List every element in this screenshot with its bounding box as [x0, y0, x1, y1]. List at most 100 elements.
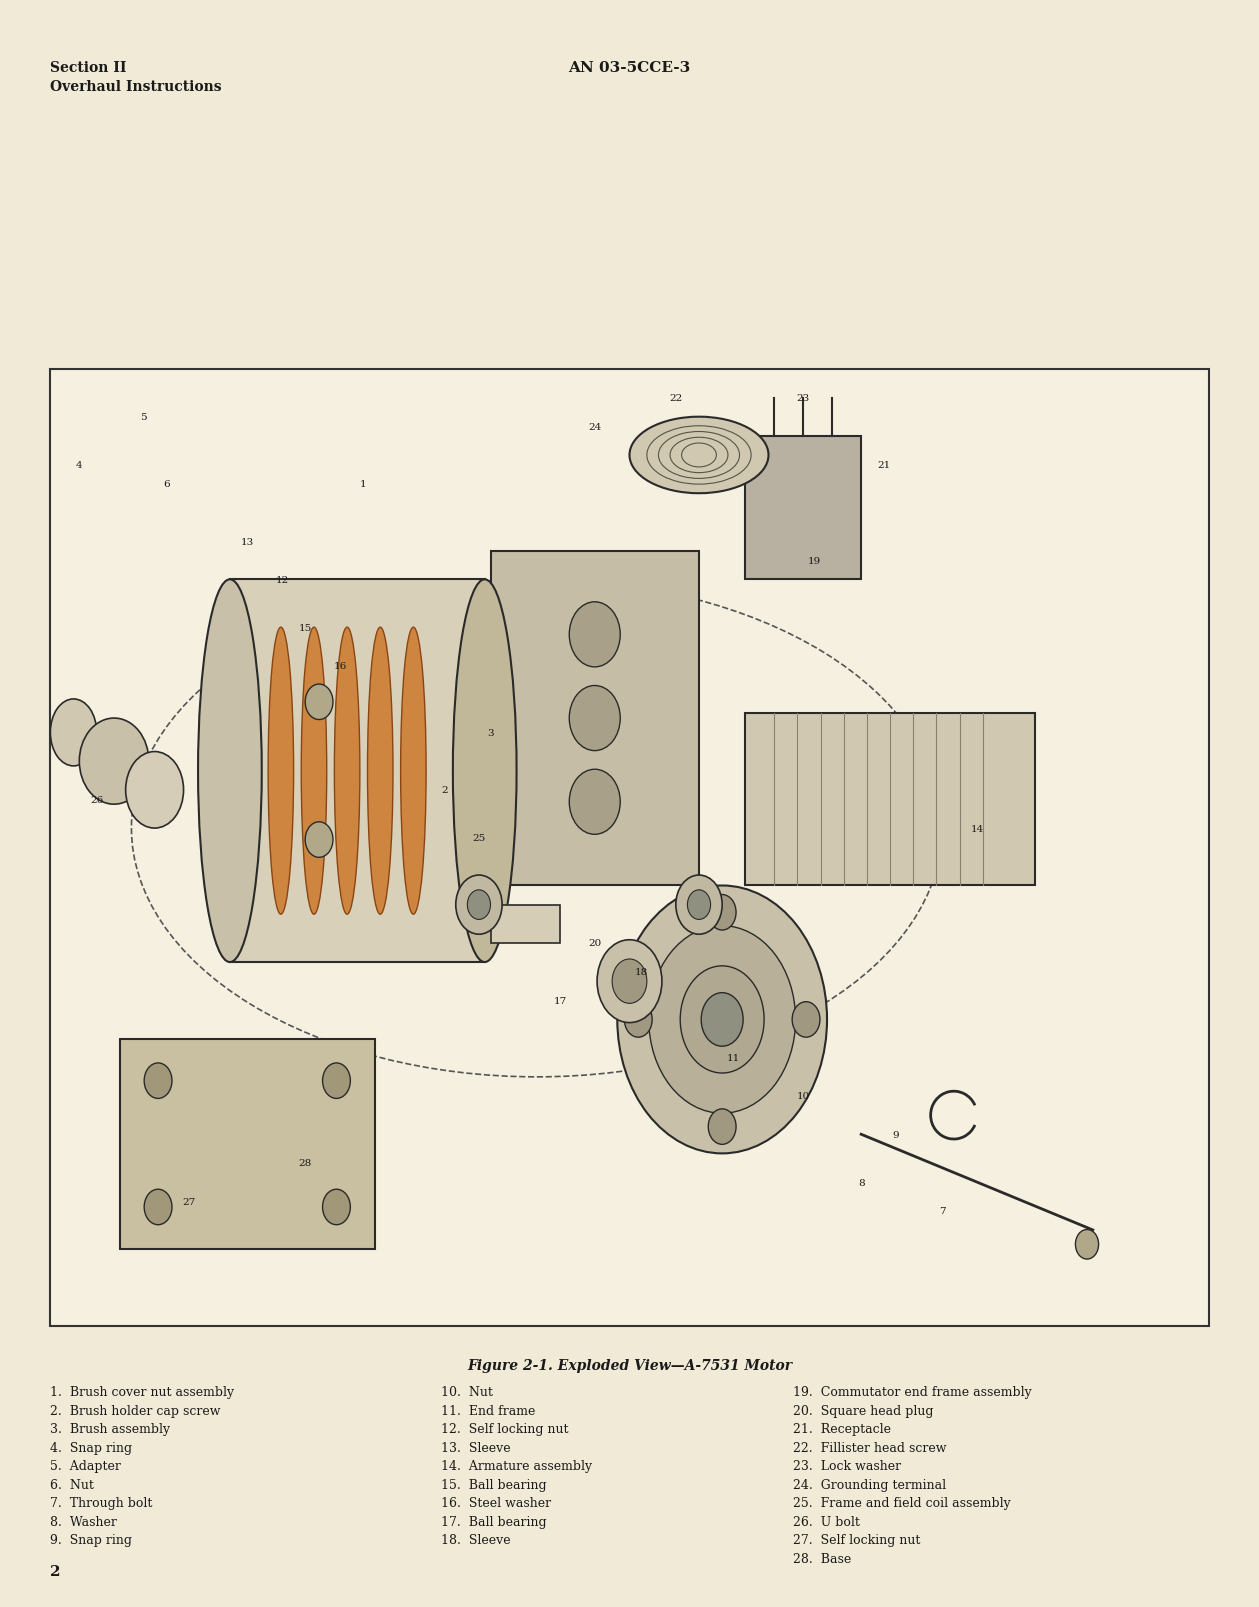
Text: 28.  Base: 28. Base — [793, 1552, 851, 1565]
Circle shape — [145, 1189, 172, 1225]
Text: 7.  Through bolt: 7. Through bolt — [50, 1496, 152, 1509]
Ellipse shape — [301, 628, 327, 914]
Text: 2.  Brush holder cap screw: 2. Brush holder cap screw — [50, 1405, 220, 1417]
Circle shape — [569, 603, 621, 667]
Text: Figure 2-1. Exploded View—A-7531 Motor: Figure 2-1. Exploded View—A-7531 Motor — [467, 1358, 792, 1372]
Text: 9.  Snap ring: 9. Snap ring — [50, 1533, 132, 1546]
Text: 25.  Frame and field coil assembly: 25. Frame and field coil assembly — [793, 1496, 1011, 1509]
Text: 12.  Self locking nut: 12. Self locking nut — [441, 1422, 568, 1435]
Text: AN 03-5CCE-3: AN 03-5CCE-3 — [568, 61, 691, 76]
Text: 2: 2 — [50, 1564, 60, 1578]
Text: 8: 8 — [857, 1178, 865, 1188]
Circle shape — [612, 959, 647, 1004]
Text: 7: 7 — [939, 1207, 946, 1215]
Bar — [50, 370, 1209, 1326]
Bar — [491, 551, 699, 885]
Circle shape — [322, 1189, 350, 1225]
Text: 27: 27 — [183, 1197, 196, 1205]
Ellipse shape — [368, 628, 393, 914]
Text: 23: 23 — [797, 394, 810, 403]
Text: 14: 14 — [971, 824, 983, 832]
Circle shape — [676, 876, 723, 935]
Text: 20.  Square head plug: 20. Square head plug — [793, 1405, 934, 1417]
Ellipse shape — [630, 418, 768, 493]
Circle shape — [569, 686, 621, 750]
Bar — [745, 714, 1035, 885]
Circle shape — [305, 823, 332, 858]
Text: 17: 17 — [554, 996, 567, 1004]
Text: 1: 1 — [360, 480, 366, 489]
Text: Section II: Section II — [50, 61, 127, 76]
Text: 21.  Receptacle: 21. Receptacle — [793, 1422, 891, 1435]
Ellipse shape — [126, 752, 184, 829]
Text: 8.  Washer: 8. Washer — [50, 1514, 117, 1528]
Circle shape — [305, 685, 332, 720]
Text: 26.  U bolt: 26. U bolt — [793, 1514, 860, 1528]
Text: 13: 13 — [240, 537, 254, 546]
Text: 10.  Nut: 10. Nut — [441, 1385, 492, 1398]
Circle shape — [709, 1109, 737, 1144]
Text: 6: 6 — [162, 480, 170, 489]
Circle shape — [617, 885, 827, 1154]
Text: 1.  Brush cover nut assembly: 1. Brush cover nut assembly — [50, 1385, 234, 1398]
Text: 23.  Lock washer: 23. Lock washer — [793, 1459, 901, 1472]
Circle shape — [701, 993, 743, 1046]
Text: 12: 12 — [276, 575, 288, 585]
Text: 17.  Ball bearing: 17. Ball bearing — [441, 1514, 546, 1528]
Bar — [230, 580, 485, 963]
Circle shape — [624, 1003, 652, 1038]
Circle shape — [597, 940, 662, 1024]
Text: 18: 18 — [635, 967, 647, 977]
Circle shape — [709, 895, 737, 930]
Bar — [491, 905, 560, 943]
Text: 14.  Armature assembly: 14. Armature assembly — [441, 1459, 592, 1472]
Ellipse shape — [79, 718, 149, 805]
Text: 20: 20 — [588, 938, 602, 948]
Circle shape — [569, 770, 621, 834]
Text: 16.  Steel washer: 16. Steel washer — [441, 1496, 550, 1509]
Circle shape — [687, 890, 710, 919]
Circle shape — [322, 1064, 350, 1099]
Text: Overhaul Instructions: Overhaul Instructions — [50, 80, 222, 95]
Text: 5.  Adapter: 5. Adapter — [50, 1459, 121, 1472]
Text: 16: 16 — [334, 662, 346, 670]
Text: 15.  Ball bearing: 15. Ball bearing — [441, 1478, 546, 1491]
Text: 24.  Grounding terminal: 24. Grounding terminal — [793, 1478, 947, 1491]
Text: 15: 15 — [298, 624, 312, 632]
Text: 9: 9 — [893, 1130, 899, 1139]
Circle shape — [792, 1003, 820, 1038]
Text: 3.  Brush assembly: 3. Brush assembly — [50, 1422, 170, 1435]
Circle shape — [145, 1064, 172, 1099]
Ellipse shape — [50, 699, 97, 767]
Circle shape — [680, 966, 764, 1073]
Text: 25: 25 — [472, 834, 486, 842]
Text: 3: 3 — [487, 728, 494, 738]
Text: 19: 19 — [808, 556, 821, 566]
Ellipse shape — [268, 628, 293, 914]
Text: 10: 10 — [797, 1091, 810, 1101]
Text: 18.  Sleeve: 18. Sleeve — [441, 1533, 510, 1546]
Circle shape — [648, 926, 796, 1114]
Text: 6.  Nut: 6. Nut — [50, 1478, 94, 1491]
Circle shape — [467, 890, 491, 919]
Text: 4: 4 — [76, 461, 83, 469]
Bar — [745, 437, 861, 580]
Text: 21: 21 — [878, 461, 891, 469]
Ellipse shape — [453, 580, 516, 963]
Text: 13.  Sleeve: 13. Sleeve — [441, 1440, 510, 1454]
Circle shape — [1075, 1229, 1099, 1260]
Text: 19.  Commutator end frame assembly: 19. Commutator end frame assembly — [793, 1385, 1032, 1398]
Text: 22.  Fillister head screw: 22. Fillister head screw — [793, 1440, 947, 1454]
Circle shape — [456, 876, 502, 935]
Text: 2: 2 — [441, 786, 447, 795]
Text: 11: 11 — [728, 1054, 740, 1062]
Ellipse shape — [198, 580, 262, 963]
Text: 22: 22 — [670, 394, 682, 403]
Text: 24: 24 — [588, 423, 602, 431]
Text: 5: 5 — [140, 413, 146, 423]
Bar — [120, 1040, 375, 1249]
Text: 28: 28 — [298, 1159, 312, 1168]
Ellipse shape — [400, 628, 426, 914]
Ellipse shape — [335, 628, 360, 914]
Text: 11.  End frame: 11. End frame — [441, 1405, 535, 1417]
